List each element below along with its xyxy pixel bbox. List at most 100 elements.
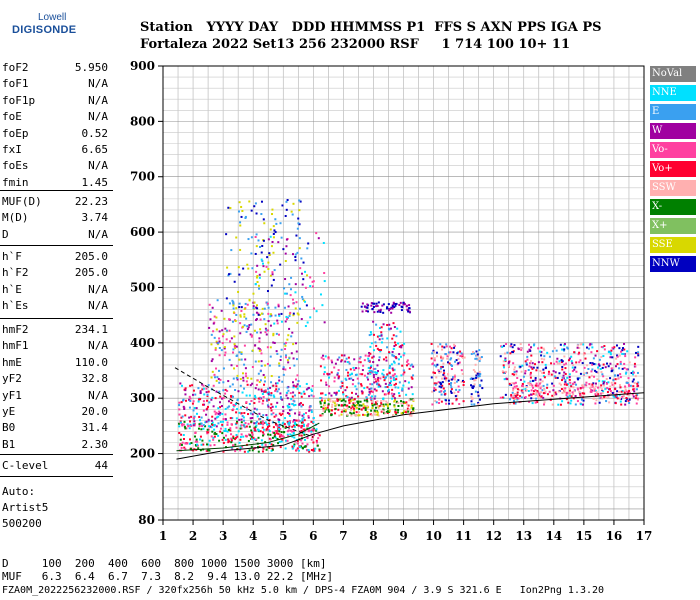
echo-dot <box>235 313 238 316</box>
echo-dot <box>239 224 242 227</box>
param-name: B0 <box>2 421 16 435</box>
echo-dot <box>359 400 362 403</box>
echo-dot <box>476 372 479 375</box>
echo-dot <box>205 413 208 416</box>
echo-dot <box>234 402 237 405</box>
echo-dot <box>437 369 440 372</box>
echo-dot <box>293 400 296 403</box>
echo-dot <box>411 377 414 380</box>
echo-dot <box>292 312 295 315</box>
echo-dot <box>435 351 438 354</box>
echo-dot <box>250 252 253 255</box>
echo-dot <box>254 283 257 286</box>
echo-dot <box>505 377 508 380</box>
echo-dot <box>348 399 351 402</box>
echo-dot <box>297 313 300 316</box>
echo-dot <box>243 387 246 390</box>
echo-dot <box>478 372 481 375</box>
echo-dot <box>556 376 559 379</box>
echo-dot <box>293 443 296 446</box>
echo-dot <box>609 362 612 365</box>
echo-dot <box>412 398 415 401</box>
echo-dot <box>250 236 253 239</box>
echo-dot <box>303 430 306 433</box>
echo-dot <box>261 443 264 446</box>
echo-dot <box>186 423 189 426</box>
echo-dot <box>305 412 308 415</box>
echo-dot <box>384 377 387 380</box>
echo-dot <box>388 371 391 374</box>
echo-dot <box>295 301 298 304</box>
echo-dot <box>284 320 287 323</box>
echo-dot <box>347 371 350 374</box>
echo-dot <box>272 225 275 228</box>
echo-dot <box>208 303 211 306</box>
echo-dot <box>439 343 442 346</box>
echo-dot <box>254 252 257 255</box>
echo-dot <box>218 337 221 340</box>
echo-dot <box>251 334 254 337</box>
echo-dot <box>373 403 376 406</box>
echo-dot <box>509 352 512 355</box>
echo-dot <box>392 334 395 337</box>
echo-dot <box>327 376 330 379</box>
echo-dot <box>462 400 465 403</box>
echo-dot <box>222 436 225 439</box>
echo-dot <box>301 446 304 449</box>
echo-dot <box>450 357 453 360</box>
echo-dot <box>366 386 369 389</box>
echo-dot <box>179 382 182 385</box>
echo-dot <box>260 200 263 203</box>
echo-dot <box>193 407 196 410</box>
echo-dot <box>180 422 183 425</box>
echo-dot <box>294 291 297 294</box>
echo-dot <box>619 400 622 403</box>
echo-dot <box>576 377 579 380</box>
echo-dot <box>592 363 595 366</box>
echo-dot <box>473 377 476 380</box>
echo-dot <box>430 357 433 360</box>
echo-dot <box>239 449 242 452</box>
echo-dot <box>218 346 221 349</box>
echo-dot <box>363 387 366 390</box>
echo-dot <box>520 370 523 373</box>
echo-dot <box>502 344 505 347</box>
echo-dot <box>633 390 636 393</box>
echo-dot <box>600 371 603 374</box>
echo-dot <box>620 390 623 393</box>
echo-dot <box>268 446 271 449</box>
echo-dot <box>277 428 280 431</box>
echo-dot <box>218 381 221 384</box>
echo-dot <box>478 349 481 352</box>
echo-dot <box>199 419 202 422</box>
echo-dot <box>244 216 247 219</box>
echo-dot <box>542 371 545 374</box>
echo-dot <box>207 428 210 431</box>
echo-dot <box>232 395 235 398</box>
echo-dot <box>312 280 315 283</box>
echo-dot <box>232 304 235 307</box>
echo-dot <box>193 448 196 451</box>
echo-dot <box>387 410 390 413</box>
echo-dot <box>398 303 401 306</box>
echo-dot <box>189 397 192 400</box>
echo-dot <box>237 430 240 433</box>
echo-dot <box>206 395 209 398</box>
echo-dot <box>407 310 410 313</box>
echo-dot <box>296 442 299 445</box>
legend-item: NNW <box>650 256 696 272</box>
echo-dot <box>366 306 369 309</box>
echo-dot <box>312 416 315 419</box>
echo-dot <box>221 329 224 332</box>
echo-dot <box>452 351 455 354</box>
echo-dot <box>297 380 300 383</box>
echo-dot <box>443 346 446 349</box>
echo-dot <box>315 428 318 431</box>
echo-dot <box>460 352 463 355</box>
echo-dot <box>296 321 299 324</box>
echo-dot <box>412 407 415 410</box>
echo-dot <box>515 385 518 388</box>
echo-dot <box>572 364 575 367</box>
echo-dot <box>343 410 346 413</box>
echo-dot <box>318 448 321 451</box>
